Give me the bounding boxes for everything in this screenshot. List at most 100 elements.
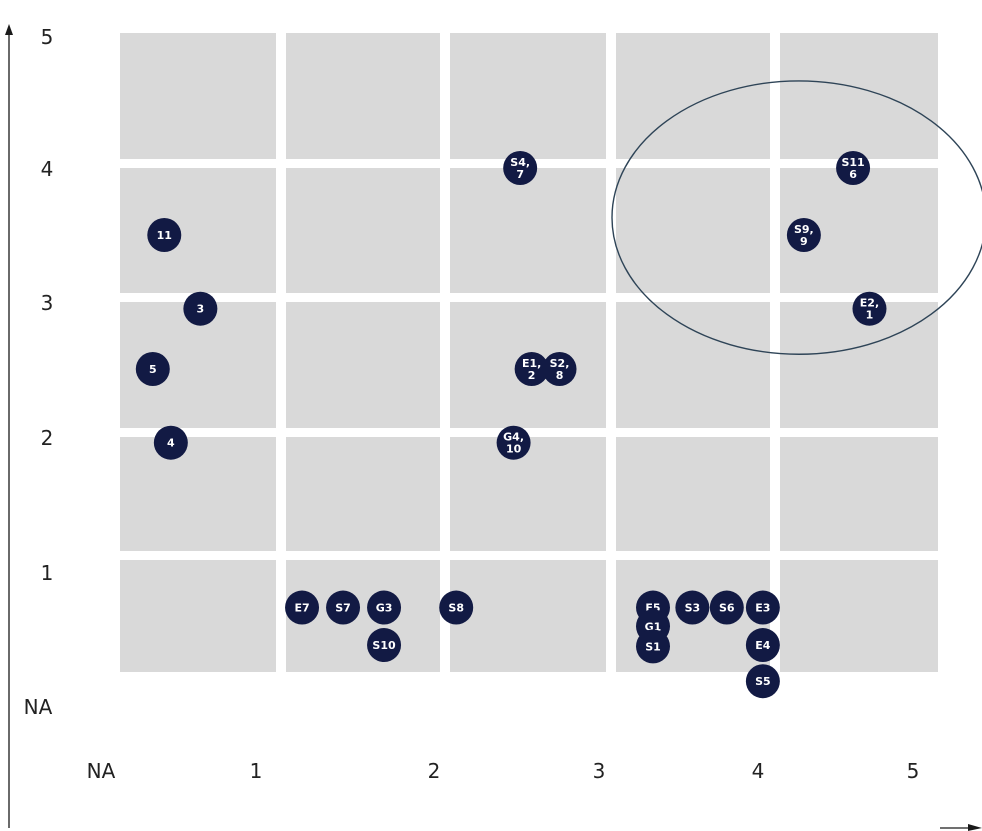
data-point-label: S5 — [755, 675, 771, 688]
x-tick-label: NA — [87, 759, 116, 783]
grid-cell-r3-c0 — [120, 437, 276, 551]
highlight-ellipse — [611, 80, 982, 355]
data-point-label: S11 — [841, 156, 864, 169]
grid-cell-r4-c0 — [120, 560, 276, 672]
data-point-marker — [786, 218, 821, 252]
data-point: E3 — [745, 590, 780, 625]
data-point: 5 — [135, 352, 170, 386]
data-point-label: E4 — [755, 639, 771, 652]
data-point: S8 — [439, 590, 474, 625]
grid-cell-r1-c3 — [616, 168, 770, 293]
data-point: E4 — [745, 628, 780, 663]
data-point-marker — [503, 151, 538, 185]
data-point-marker — [285, 590, 320, 625]
x-tick-labels: NA 1 2 3 4 5 — [87, 759, 920, 783]
grid-cell-r2-c4 — [780, 302, 938, 428]
data-point: E1,2 — [514, 352, 549, 386]
data-point-label: E7 — [294, 602, 309, 615]
data-point-marker — [183, 291, 218, 326]
grid-cell-r0-c4 — [780, 33, 938, 159]
data-point: S2,8 — [542, 352, 577, 386]
data-point-marker — [836, 151, 871, 185]
x-tick-label: 3 — [593, 759, 606, 783]
y-axis-arrow-icon — [5, 24, 13, 35]
data-point: S4,7 — [503, 151, 538, 185]
y-tick-label: NA — [24, 695, 53, 719]
data-point-marker — [367, 590, 402, 625]
grid-cells — [120, 33, 938, 672]
data-point: E2,1 — [852, 291, 887, 326]
data-point: 4 — [153, 425, 188, 460]
data-point-label: S1 — [645, 640, 661, 653]
data-point-marker — [496, 425, 531, 460]
data-point-label: E2, — [860, 297, 879, 310]
x-tick-label: 4 — [752, 759, 765, 783]
data-point: 11 — [147, 218, 182, 252]
data-point-label: S10 — [372, 639, 396, 652]
data-point-label: 10 — [506, 443, 522, 456]
data-point-marker — [147, 218, 182, 252]
grid-cell-r0-c0 — [120, 33, 276, 159]
data-point-label: S4, — [510, 156, 530, 169]
data-point-label: 9 — [800, 235, 808, 248]
y-tick-label: 3 — [41, 291, 54, 315]
y-tick-label: 2 — [41, 426, 54, 450]
data-point-label: 1 — [866, 309, 874, 322]
y-tick-label: 4 — [41, 157, 54, 181]
grid-cell-r1-c0 — [120, 168, 276, 293]
data-point-label: 4 — [167, 437, 175, 450]
data-point-label: G3 — [376, 602, 393, 615]
grid-cell-r1-c2 — [450, 168, 606, 293]
data-point-label: S3 — [685, 602, 701, 615]
data-point-label: 11 — [157, 229, 172, 242]
grid-cell-r3-c1 — [286, 437, 440, 551]
data-point: S3 — [675, 590, 710, 625]
data-point: S1 — [636, 629, 670, 664]
grid-cell-r0-c2 — [450, 33, 606, 159]
data-point-marker — [514, 352, 549, 386]
data-point-label: 7 — [516, 168, 524, 181]
data-point-marker — [745, 664, 780, 699]
data-point: S10 — [367, 628, 402, 663]
grid-cell-r4-c4 — [780, 560, 938, 672]
data-point: S5 — [745, 664, 780, 699]
grid-cell-r0-c1 — [286, 33, 440, 159]
data-point-label: S2, — [550, 357, 570, 370]
x-tick-label: 1 — [250, 759, 263, 783]
data-point-marker — [745, 590, 780, 625]
y-tick-label: 1 — [41, 561, 54, 585]
data-point-label: 2 — [528, 369, 536, 382]
annotations — [611, 80, 982, 355]
data-point: S6 — [709, 590, 744, 625]
grid-cell-r4-c2 — [450, 560, 606, 672]
data-point-marker — [745, 628, 780, 663]
data-point-label: S6 — [719, 602, 735, 615]
data-point-label: S9, — [794, 223, 814, 236]
y-tick-labels: NA 1 2 3 4 5 — [24, 25, 54, 719]
axes — [5, 24, 982, 831]
data-point-marker — [367, 628, 402, 663]
data-point: S9,9 — [786, 218, 821, 252]
x-tick-label: 2 — [428, 759, 441, 783]
data-point-marker — [852, 291, 887, 326]
data-point-label: S8 — [448, 602, 464, 615]
grid-cell-r2-c3 — [616, 302, 770, 428]
data-point-label: 3 — [197, 303, 205, 316]
data-point-marker — [153, 425, 188, 460]
data-point-marker — [636, 629, 670, 664]
data-point-marker — [542, 352, 577, 386]
data-point: 3 — [183, 291, 218, 326]
grid-cell-r3-c2 — [450, 437, 606, 551]
data-point-marker — [709, 590, 744, 625]
data-point: E7 — [285, 590, 320, 625]
grid-cell-r3-c4 — [780, 437, 938, 551]
grid-cell-r0-c3 — [616, 33, 770, 159]
data-point: G4,10 — [496, 425, 531, 460]
data-point-label: S7 — [335, 602, 351, 615]
grid-cell-r1-c1 — [286, 168, 440, 293]
data-point: G3 — [367, 590, 402, 625]
x-axis-arrow-icon — [968, 824, 982, 831]
